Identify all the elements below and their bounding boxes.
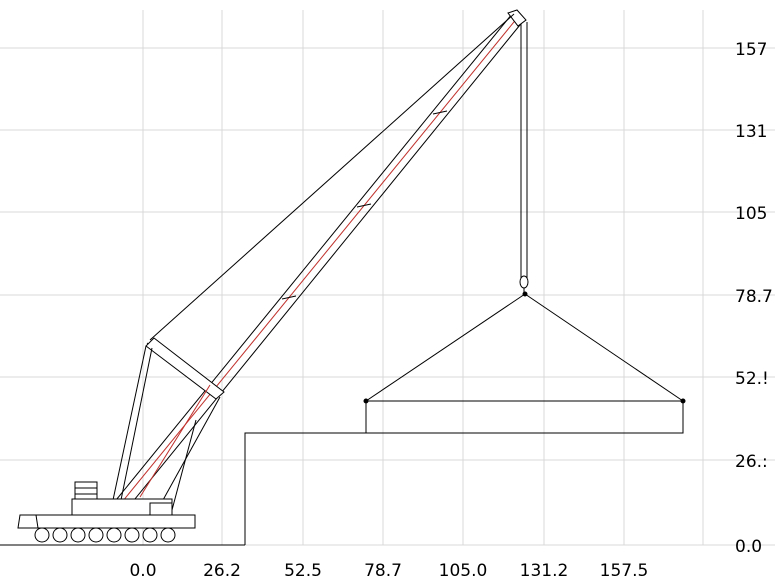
y-tick-label: 78.7 (735, 287, 773, 307)
y-axis-ticks: 0.0 26.: 52.! 78.7 105 131 157 (735, 40, 773, 557)
boom-section-joint (432, 110, 448, 115)
x-tick-label: 78.7 (364, 561, 402, 580)
operator-cab (149, 502, 173, 516)
wheel (52, 527, 68, 543)
driver-cab (17, 514, 39, 529)
superlift-mast-head (145, 337, 225, 400)
wheel (142, 527, 158, 543)
boom-head (507, 9, 527, 27)
x-tick-label: 0.0 (129, 561, 156, 580)
y-tick-label: 52.! (735, 369, 769, 389)
counterweight-stack (74, 481, 98, 500)
y-tick-label: 157 (735, 40, 767, 60)
sling-point-left (363, 398, 369, 404)
carrier-chassis (19, 514, 196, 529)
hoist-line-red (139, 384, 211, 498)
wheel (70, 527, 86, 543)
guy-line-upper (149, 13, 515, 341)
y-tick-label: 0.0 (735, 537, 762, 557)
boom-edge-upper (111, 13, 513, 506)
sling-left (365, 293, 526, 402)
wheel (88, 527, 104, 543)
wheel (34, 527, 50, 543)
crane-carrier (10, 481, 210, 546)
luffing-cylinder (171, 419, 197, 511)
grid (0, 10, 775, 546)
boom-section-joint (281, 295, 297, 300)
x-tick-label: 157.5 (600, 561, 649, 580)
boom-section-joint (356, 203, 372, 208)
wheel (160, 527, 176, 543)
hook-assembly (519, 22, 529, 294)
sling-right (524, 293, 684, 402)
hook-block (519, 275, 529, 289)
y-tick-label: 131 (735, 122, 767, 142)
y-tick-label: 26.: (735, 452, 768, 472)
wheel (124, 527, 140, 543)
y-tick-label: 105 (735, 204, 767, 224)
mast-strut-right (120, 347, 153, 501)
x-tick-label: 105.0 (439, 561, 488, 580)
load-assembly (363, 291, 686, 434)
sling-point-right (680, 398, 686, 404)
x-axis-ticks: 0.0 26.2 52.5 78.7 105.0 131.2 157.5 (129, 561, 649, 581)
x-tick-label: 131.2 (520, 561, 569, 580)
back-stay (162, 396, 221, 501)
mast-strut-left (112, 345, 147, 501)
wheel (106, 527, 122, 543)
boom-edge-lower (125, 19, 525, 511)
x-tick-label: 26.2 (203, 561, 241, 580)
superlift-assembly (112, 13, 515, 511)
main-boom (111, 9, 527, 511)
obstacle-outline (244, 432, 545, 545)
load-block (365, 400, 684, 434)
x-tick-label: 52.5 (284, 561, 322, 580)
